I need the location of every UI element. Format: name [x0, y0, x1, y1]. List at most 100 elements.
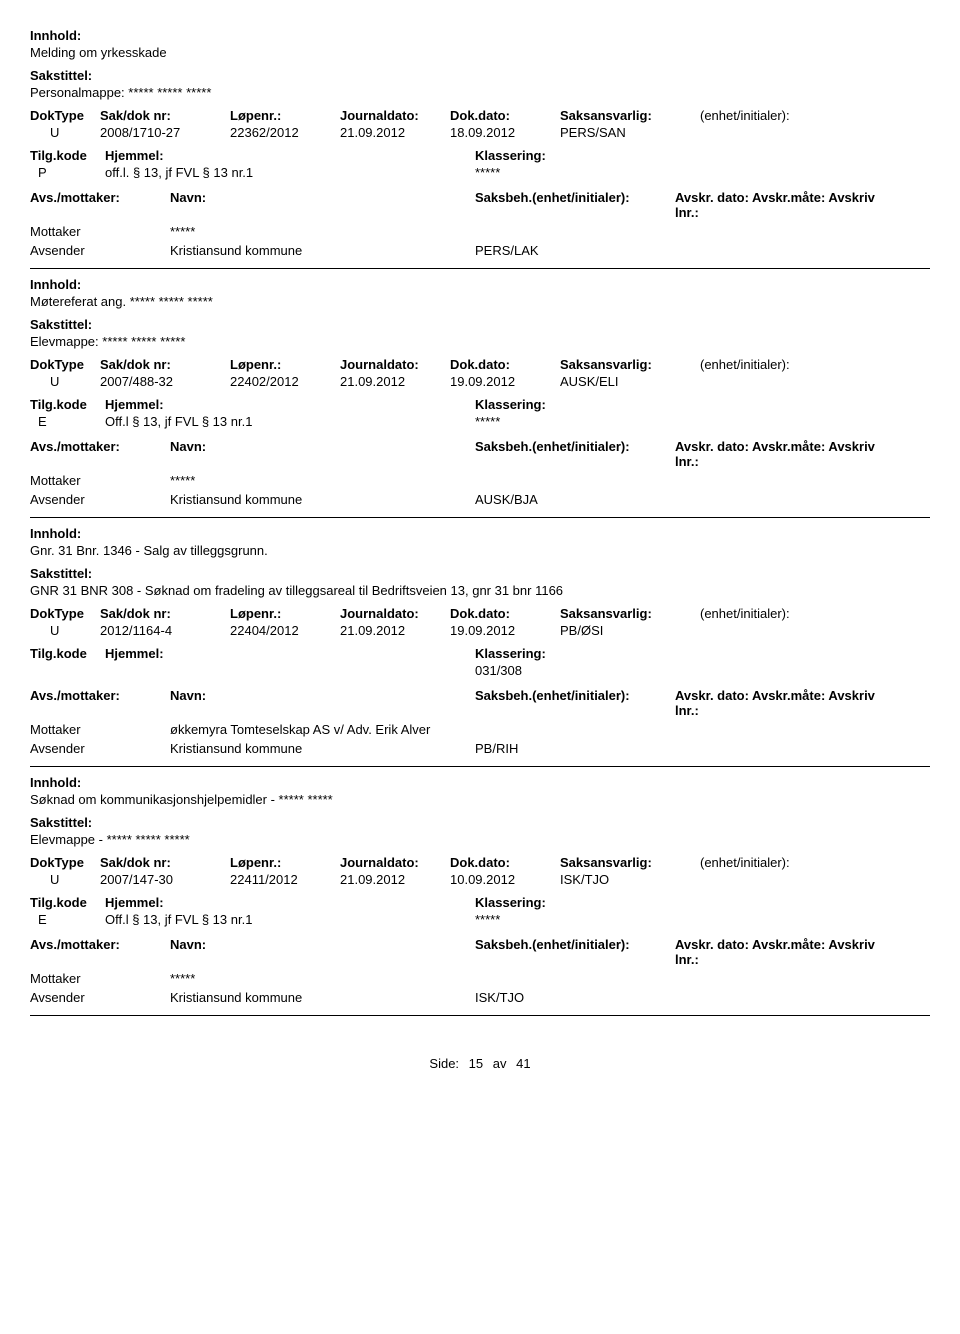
- klassering-value: *****: [475, 912, 675, 927]
- doktype-value: U: [30, 374, 100, 389]
- avs-mottaker-header-row: Avs./mottaker: Navn: Saksbeh.(enhet/init…: [30, 937, 930, 967]
- saksansvarlig-value: PERS/SAN: [560, 125, 700, 140]
- mottaker-label: Mottaker: [30, 722, 170, 737]
- journaldato-value: 21.09.2012: [340, 374, 450, 389]
- page-sep: av: [493, 1056, 507, 1071]
- page-footer: Side: 15 av 41: [30, 1056, 930, 1071]
- avsender-label: Avsender: [30, 741, 170, 756]
- hjemmel-data-row: 031/308: [30, 663, 930, 678]
- saksbeh-value: PERS/LAK: [475, 243, 675, 258]
- record-divider: [30, 517, 930, 518]
- doktype-value: U: [30, 125, 100, 140]
- avsender-navn: Kristiansund kommune: [170, 990, 475, 1005]
- saksansvarlig-value: ISK/TJO: [560, 872, 700, 887]
- journal-record: Innhold: Møtereferat ang. ***** ***** **…: [30, 277, 930, 507]
- journaldato-header: Journaldato:: [340, 606, 450, 621]
- journal-record: Innhold: Søknad om kommunikasjonshjelpem…: [30, 775, 930, 1005]
- klassering-value: *****: [475, 414, 675, 429]
- mottaker-navn: *****: [170, 224, 475, 239]
- sakstittel-label: Sakstittel:: [30, 815, 930, 830]
- sakstittel-label: Sakstittel:: [30, 317, 930, 332]
- mottaker-row: Mottaker *****: [30, 971, 930, 986]
- saksbeh-header: Saksbeh.(enhet/initialer):: [475, 937, 675, 967]
- avs-mottaker-header-row: Avs./mottaker: Navn: Saksbeh.(enhet/init…: [30, 439, 930, 469]
- lopenr-header: Løpenr.:: [230, 606, 340, 621]
- dokdato-value: 19.09.2012: [450, 623, 560, 638]
- hjemmel-header: Hjemmel:: [105, 895, 475, 910]
- journal-record: Innhold: Gnr. 31 Bnr. 1346 - Salg av til…: [30, 526, 930, 756]
- dokdato-header: Dok.dato:: [450, 357, 560, 372]
- sakstittel-value: Personalmappe: ***** ***** *****: [30, 85, 930, 100]
- klassering-value: *****: [475, 165, 675, 180]
- navn-header: Navn:: [170, 439, 475, 469]
- innhold-label: Innhold:: [30, 28, 930, 43]
- avsender-navn: Kristiansund kommune: [170, 741, 475, 756]
- hjemmel-header: Hjemmel:: [105, 397, 475, 412]
- innhold-value: Møtereferat ang. ***** ***** *****: [30, 294, 930, 309]
- enhet-header: (enhet/initialer):: [700, 606, 860, 621]
- journaldato-value: 21.09.2012: [340, 872, 450, 887]
- doktype-header: DokType: [30, 357, 100, 372]
- saksbeh-header: Saksbeh.(enhet/initialer):: [475, 439, 675, 469]
- innhold-value: Søknad om kommunikasjonshjelpemidler - *…: [30, 792, 930, 807]
- mottaker-row: Mottaker *****: [30, 224, 930, 239]
- tilgkode-header: Tilg.kode: [30, 646, 105, 661]
- avsender-row: Avsender Kristiansund kommune ISK/TJO: [30, 990, 930, 1005]
- doktype-header: DokType: [30, 108, 100, 123]
- sakstittel-label: Sakstittel:: [30, 566, 930, 581]
- mottaker-row: Mottaker *****: [30, 473, 930, 488]
- mottaker-navn: *****: [170, 971, 475, 986]
- saksansvarlig-header: Saksansvarlig:: [560, 606, 700, 621]
- hjemmel-header: Hjemmel:: [105, 646, 475, 661]
- page-current: 15: [469, 1056, 483, 1071]
- tilgkode-value: P: [30, 165, 105, 180]
- avsender-row: Avsender Kristiansund kommune PERS/LAK: [30, 243, 930, 258]
- journal-record: Innhold: Melding om yrkesskade Sakstitte…: [30, 28, 930, 258]
- doktype-value: U: [30, 623, 100, 638]
- sakdok-header: Sak/dok nr:: [100, 357, 230, 372]
- hjemmel-header-row: Tilg.kode Hjemmel: Klassering:: [30, 148, 930, 163]
- mottaker-navn: økkemyra Tomteselskap AS v/ Adv. Erik Al…: [170, 722, 475, 737]
- avs-mottaker-header: Avs./mottaker:: [30, 688, 170, 718]
- hjemmel-value: [105, 663, 475, 678]
- avs-mottaker-header-row: Avs./mottaker: Navn: Saksbeh.(enhet/init…: [30, 190, 930, 220]
- avs-mottaker-header: Avs./mottaker:: [30, 190, 170, 220]
- avsender-label: Avsender: [30, 990, 170, 1005]
- hjemmel-header-row: Tilg.kode Hjemmel: Klassering:: [30, 397, 930, 412]
- dokdato-header: Dok.dato:: [450, 108, 560, 123]
- table-header-row: DokType Sak/dok nr: Løpenr.: Journaldato…: [30, 108, 930, 123]
- hjemmel-value: off.l. § 13, jf FVL § 13 nr.1: [105, 165, 475, 180]
- journaldato-header: Journaldato:: [340, 855, 450, 870]
- innhold-label: Innhold:: [30, 277, 930, 292]
- enhet-header: (enhet/initialer):: [700, 108, 860, 123]
- saksbeh-value: AUSK/BJA: [475, 492, 675, 507]
- sakdok-value: 2007/488-32: [100, 374, 230, 389]
- klassering-header: Klassering:: [475, 148, 675, 163]
- saksbeh-value: ISK/TJO: [475, 990, 675, 1005]
- dokdato-value: 19.09.2012: [450, 374, 560, 389]
- lopenr-value: 22404/2012: [230, 623, 340, 638]
- lopenr-header: Løpenr.:: [230, 108, 340, 123]
- sakdok-header: Sak/dok nr:: [100, 108, 230, 123]
- saksbeh-header: Saksbeh.(enhet/initialer):: [475, 688, 675, 718]
- tilgkode-value: [30, 663, 105, 678]
- sakstittel-value: Elevmappe - ***** ***** *****: [30, 832, 930, 847]
- navn-header: Navn:: [170, 190, 475, 220]
- tilgkode-value: E: [30, 912, 105, 927]
- dokdato-value: 10.09.2012: [450, 872, 560, 887]
- sakdok-header: Sak/dok nr:: [100, 855, 230, 870]
- enhet-header: (enhet/initialer):: [700, 855, 860, 870]
- avskr-header: Avskr. dato: Avskr.måte: Avskriv lnr.:: [675, 439, 875, 469]
- table-data-row: U 2008/1710-27 22362/2012 21.09.2012 18.…: [30, 125, 930, 140]
- avsender-navn: Kristiansund kommune: [170, 492, 475, 507]
- mottaker-navn: *****: [170, 473, 475, 488]
- avs-mottaker-header-row: Avs./mottaker: Navn: Saksbeh.(enhet/init…: [30, 688, 930, 718]
- sakstittel-value: GNR 31 BNR 308 - Søknad om fradeling av …: [30, 583, 930, 598]
- lopenr-value: 22402/2012: [230, 374, 340, 389]
- saksansvarlig-header: Saksansvarlig:: [560, 855, 700, 870]
- page-total: 41: [516, 1056, 530, 1071]
- table-data-row: U 2007/147-30 22411/2012 21.09.2012 10.0…: [30, 872, 930, 887]
- navn-header: Navn:: [170, 937, 475, 967]
- sakstittel-value: Elevmappe: ***** ***** *****: [30, 334, 930, 349]
- table-data-row: U 2007/488-32 22402/2012 21.09.2012 19.0…: [30, 374, 930, 389]
